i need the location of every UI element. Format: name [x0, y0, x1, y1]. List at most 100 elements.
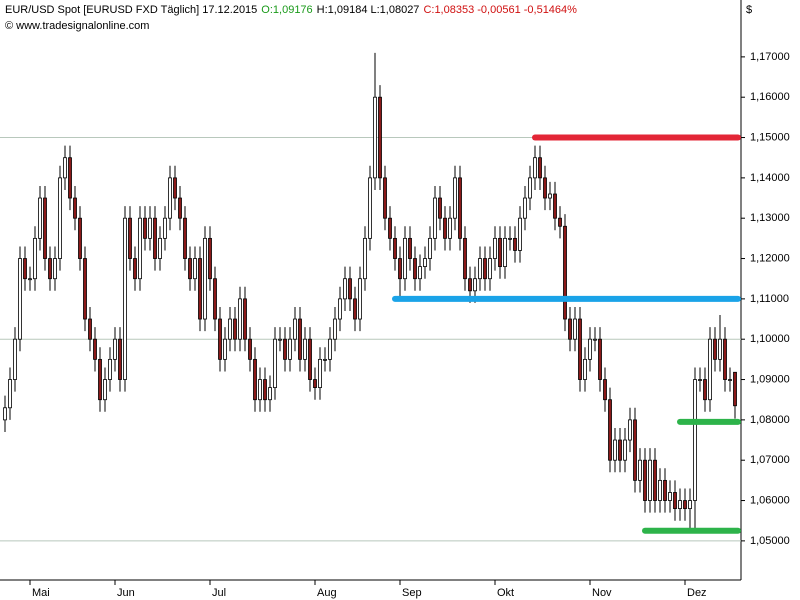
candle-body: [728, 379, 732, 381]
x-tick-label: Dez: [687, 587, 707, 599]
x-tick-label: Okt: [497, 587, 514, 599]
candle-body: [218, 318, 222, 360]
candle-body: [433, 197, 437, 239]
candle-body: [248, 338, 252, 360]
candle-body: [38, 197, 42, 239]
candle-body: [163, 217, 167, 239]
candle-body: [28, 278, 32, 281]
candle-body: [713, 338, 717, 360]
candle-body: [488, 258, 492, 280]
candle-body: [273, 338, 277, 389]
candle-body: [118, 338, 122, 380]
y-tick-label: 1,14000: [750, 172, 790, 184]
candle-body: [258, 379, 262, 401]
candle-body: [703, 379, 707, 401]
candle-body: [143, 217, 147, 239]
quote-close: C:1,08353 -0,00561 -0,51464%: [423, 4, 577, 16]
candle-body: [208, 237, 212, 280]
y-tick-label: 1,11000: [750, 293, 789, 305]
candle-body: [78, 217, 82, 259]
candle-body: [638, 459, 642, 481]
candle-body: [448, 217, 452, 239]
y-tick-label: 1,07000: [750, 454, 790, 466]
candle-body: [483, 258, 487, 280]
y-tick-label: 1,10000: [750, 333, 790, 345]
candle-body: [303, 338, 307, 360]
candle-body: [563, 225, 567, 320]
candle-body: [188, 258, 192, 280]
candle-body: [513, 237, 517, 251]
candle-body: [378, 96, 382, 179]
candle-body: [683, 500, 687, 510]
y-tick-label: 1,06000: [750, 494, 790, 506]
candle-body: [668, 492, 672, 501]
candle-body: [588, 338, 592, 360]
candle-body: [593, 338, 597, 341]
candle-body: [608, 399, 612, 461]
candle-body: [633, 419, 637, 481]
candle-body: [318, 358, 322, 389]
candle-body: [358, 278, 362, 320]
candle-body: [688, 500, 692, 510]
candle-body: [603, 379, 607, 401]
candle-body: [573, 318, 577, 340]
candle-body: [478, 258, 482, 280]
candle-body: [168, 177, 172, 219]
candle-body: [473, 278, 477, 292]
candle-body: [343, 278, 347, 300]
candle-body: [108, 358, 112, 380]
candle-body: [93, 338, 97, 360]
candle-body: [278, 338, 282, 341]
y-tick-label: 1,12000: [750, 252, 790, 264]
y-tick-label: 1,13000: [750, 212, 790, 224]
x-tick-label: Jun: [117, 587, 135, 599]
candle-body: [183, 217, 187, 259]
candle-body: [598, 338, 602, 380]
candle-body: [618, 439, 622, 461]
candle-body: [538, 157, 542, 179]
candle-body: [298, 318, 302, 360]
candle-body: [323, 358, 327, 361]
candle-body: [243, 298, 247, 340]
candle-body: [288, 338, 292, 360]
x-tick-label: Mai: [32, 587, 50, 599]
candle-body: [533, 157, 537, 179]
candle-body: [68, 157, 72, 199]
candle-body: [498, 237, 502, 268]
candle-body: [83, 258, 87, 320]
candle-body: [718, 338, 722, 360]
candle-body: [133, 258, 137, 280]
x-tick-label: Sep: [402, 587, 422, 599]
candle-body: [438, 197, 442, 219]
candle-body: [283, 338, 287, 360]
candle-body: [53, 258, 57, 280]
candle-body: [583, 358, 587, 380]
candle-body: [238, 298, 242, 340]
candle-body: [553, 193, 557, 219]
candle-body: [628, 419, 632, 441]
candle-body: [653, 459, 657, 501]
candle-body: [458, 177, 462, 239]
candle-body: [453, 177, 457, 219]
candle-body: [658, 479, 662, 501]
chart-title: EUR/USD Spot [EURUSD FXD Täglich] 17.12.…: [5, 4, 257, 16]
source: © www.tradesignalonline.com: [5, 20, 149, 32]
candle-body: [353, 298, 357, 320]
candle-body: [333, 318, 337, 340]
candle-body: [418, 266, 422, 280]
candle-body: [308, 338, 312, 380]
candle-body: [153, 217, 157, 259]
candle-body: [73, 197, 77, 219]
candle-body: [338, 298, 342, 320]
candle-body: [103, 379, 107, 401]
x-tick-label: Aug: [317, 587, 337, 599]
candle-body: [423, 258, 427, 268]
candle-body: [348, 278, 352, 300]
candle-body: [648, 459, 652, 501]
candle-body: [693, 379, 697, 501]
candle-body: [268, 387, 272, 401]
x-tick-label: Nov: [592, 587, 612, 599]
candle-body: [213, 278, 217, 320]
candle-body: [113, 338, 117, 360]
